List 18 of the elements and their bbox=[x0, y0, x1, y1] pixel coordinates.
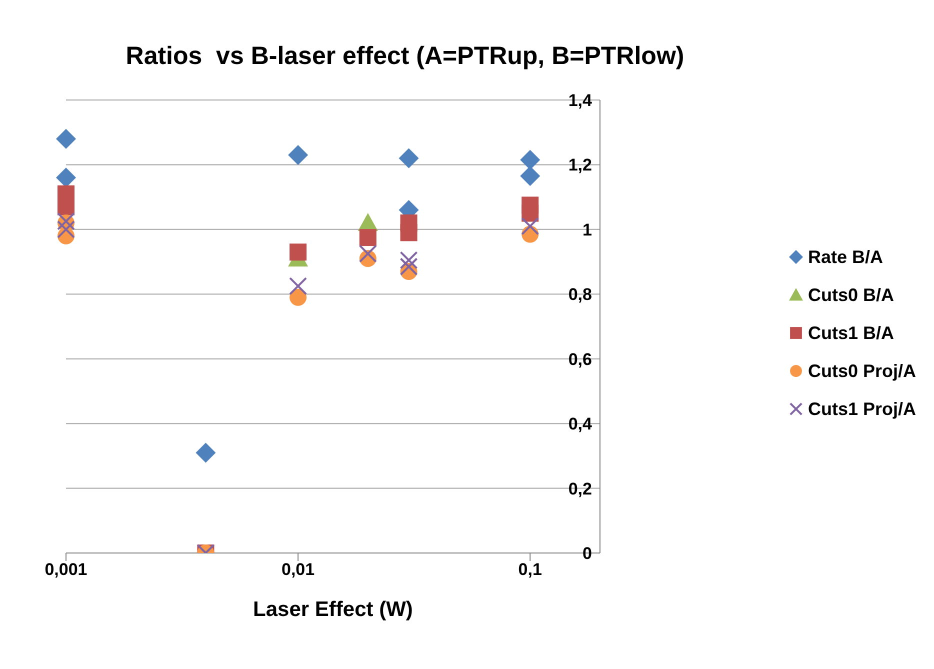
y-tick-label: 1,4 bbox=[568, 91, 593, 110]
x-tick-label: 0,1 bbox=[518, 560, 542, 580]
legend-label: Cuts0 Proj/A bbox=[808, 360, 916, 382]
chart-title: Ratios vs B-laser effect (A=PTRup, B=PTRlow) bbox=[124, 42, 686, 71]
y-tick-label: 1,2 bbox=[568, 156, 592, 175]
legend-label: Rate B/A bbox=[808, 246, 883, 268]
x-axis-title: Laser Effect (W) bbox=[253, 598, 413, 621]
legend-label: Cuts1 B/A bbox=[808, 322, 894, 344]
y-tick-label: 0,4 bbox=[568, 414, 593, 434]
legend-label: Cuts0 B/A bbox=[808, 284, 894, 306]
x-tick-label: 0,001 bbox=[44, 560, 88, 580]
y-tick-label: 0,8 bbox=[568, 285, 592, 304]
y-tick-label: 0,2 bbox=[568, 479, 592, 498]
x-tick-label: 0,01 bbox=[282, 560, 315, 580]
y-tick-label: 1 bbox=[582, 220, 592, 240]
legend-label: Cuts1 Proj/A bbox=[808, 398, 916, 420]
y-tick-label: 0,6 bbox=[568, 350, 592, 369]
y-tick-label: 0 bbox=[582, 544, 592, 564]
